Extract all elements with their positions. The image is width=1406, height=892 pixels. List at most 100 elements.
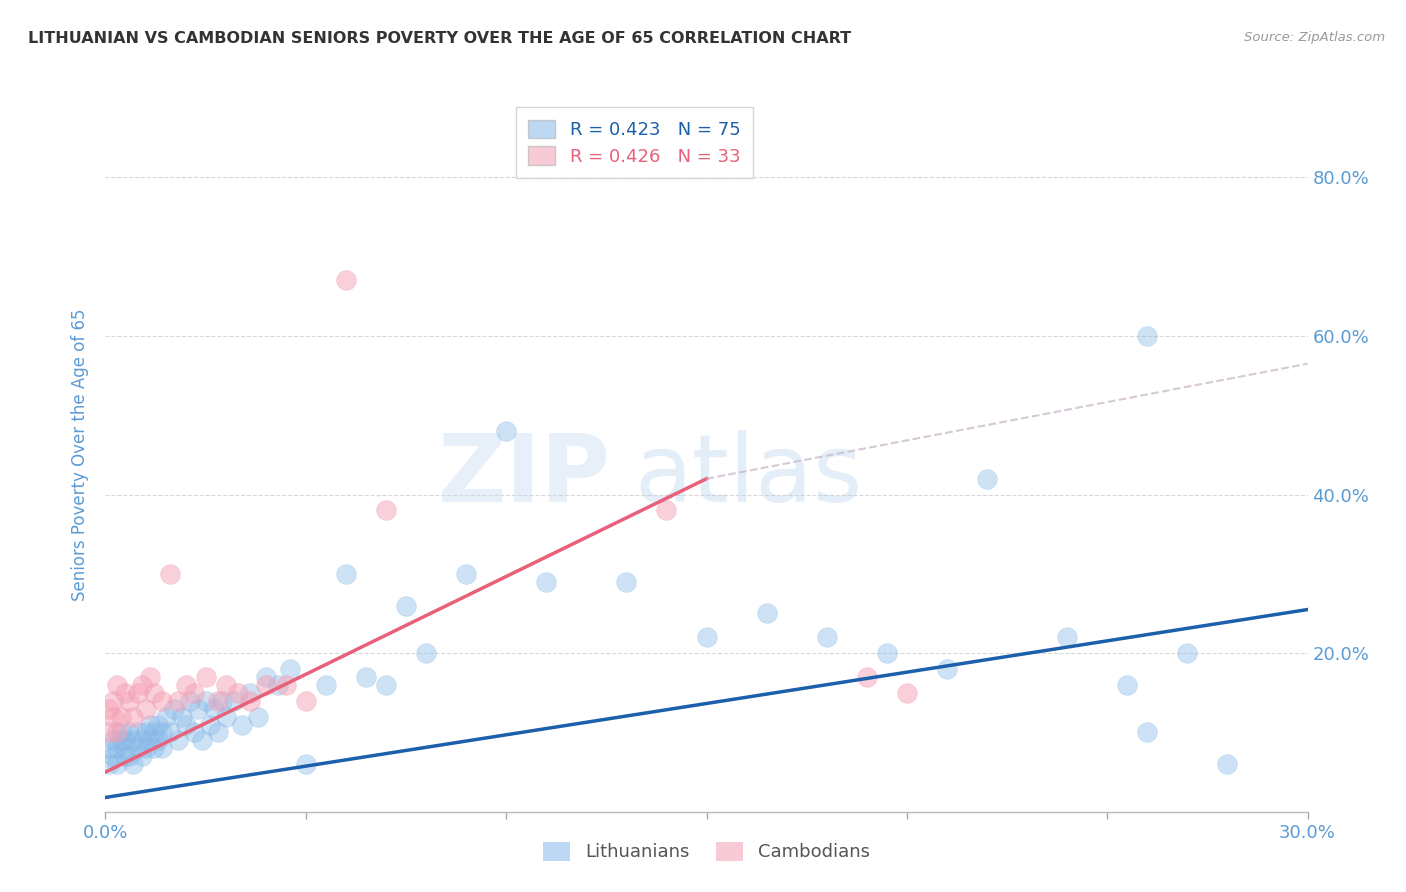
Point: [135, 741, 157, 756]
Point: [131, 678, 153, 692]
Point: [254, 678, 277, 692]
Point: [110, 709, 132, 723]
Point: [127, 741, 149, 756]
Point: [155, 709, 177, 723]
Point: [114, 749, 136, 764]
Point: [207, 694, 229, 708]
Point: [138, 670, 160, 684]
Point: [98, 725, 121, 739]
Point: [159, 725, 181, 739]
Point: [98, 741, 121, 756]
Point: [118, 725, 141, 739]
Point: [142, 741, 165, 756]
Point: [127, 725, 149, 739]
Point: [114, 733, 136, 747]
Point: [170, 709, 193, 723]
Point: [211, 694, 233, 708]
Point: [454, 566, 477, 581]
Point: [138, 717, 160, 731]
Point: [103, 733, 125, 747]
Point: [103, 709, 125, 723]
Point: [183, 686, 205, 700]
Point: [122, 757, 145, 772]
Point: [335, 273, 357, 287]
Point: [936, 662, 959, 676]
Point: [295, 757, 318, 772]
Point: [118, 694, 141, 708]
Point: [534, 574, 557, 589]
Point: [183, 725, 205, 739]
Point: [239, 694, 262, 708]
Point: [278, 662, 301, 676]
Point: [239, 686, 262, 700]
Point: [107, 757, 129, 772]
Point: [127, 686, 149, 700]
Point: [103, 694, 125, 708]
Point: [135, 701, 157, 715]
Point: [98, 701, 121, 715]
Point: [855, 670, 877, 684]
Point: [295, 694, 318, 708]
Point: [1136, 329, 1159, 343]
Point: [150, 694, 173, 708]
Point: [755, 607, 778, 621]
Point: [107, 741, 129, 756]
Point: [118, 749, 141, 764]
Point: [226, 686, 249, 700]
Point: [142, 725, 165, 739]
Point: [110, 733, 132, 747]
Point: [110, 725, 132, 739]
Point: [131, 749, 153, 764]
Point: [135, 725, 157, 739]
Point: [122, 733, 145, 747]
Point: [187, 701, 209, 715]
Point: [274, 678, 297, 692]
Point: [114, 686, 136, 700]
Point: [159, 566, 181, 581]
Point: [495, 424, 517, 438]
Point: [374, 678, 398, 692]
Point: [222, 694, 245, 708]
Point: [194, 670, 217, 684]
Point: [131, 733, 153, 747]
Point: [107, 725, 129, 739]
Point: [1177, 646, 1199, 660]
Point: [107, 678, 129, 692]
Point: [1136, 725, 1159, 739]
Text: atlas: atlas: [634, 430, 863, 523]
Point: [114, 741, 136, 756]
Point: [415, 646, 437, 660]
Point: [374, 503, 398, 517]
Point: [896, 686, 918, 700]
Point: [395, 599, 418, 613]
Point: [150, 741, 173, 756]
Point: [1216, 757, 1239, 772]
Point: [198, 717, 221, 731]
Point: [1116, 678, 1139, 692]
Point: [142, 686, 165, 700]
Point: [194, 694, 217, 708]
Point: [254, 670, 277, 684]
Point: [976, 472, 998, 486]
Point: [354, 670, 377, 684]
Point: [138, 733, 160, 747]
Point: [335, 566, 357, 581]
Point: [207, 725, 229, 739]
Point: [179, 694, 201, 708]
Point: [876, 646, 898, 660]
Point: [815, 630, 838, 644]
Point: [655, 503, 678, 517]
Point: [267, 678, 290, 692]
Point: [616, 574, 638, 589]
Point: [696, 630, 718, 644]
Point: [146, 733, 169, 747]
Text: ZIP: ZIP: [437, 430, 610, 523]
Point: [146, 717, 169, 731]
Text: Source: ZipAtlas.com: Source: ZipAtlas.com: [1244, 31, 1385, 45]
Y-axis label: Seniors Poverty Over the Age of 65: Seniors Poverty Over the Age of 65: [72, 309, 90, 601]
Legend: Lithuanians, Cambodians: Lithuanians, Cambodians: [530, 830, 883, 874]
Text: LITHUANIAN VS CAMBODIAN SENIORS POVERTY OVER THE AGE OF 65 CORRELATION CHART: LITHUANIAN VS CAMBODIAN SENIORS POVERTY …: [28, 31, 851, 46]
Point: [174, 717, 197, 731]
Point: [246, 709, 269, 723]
Point: [214, 678, 236, 692]
